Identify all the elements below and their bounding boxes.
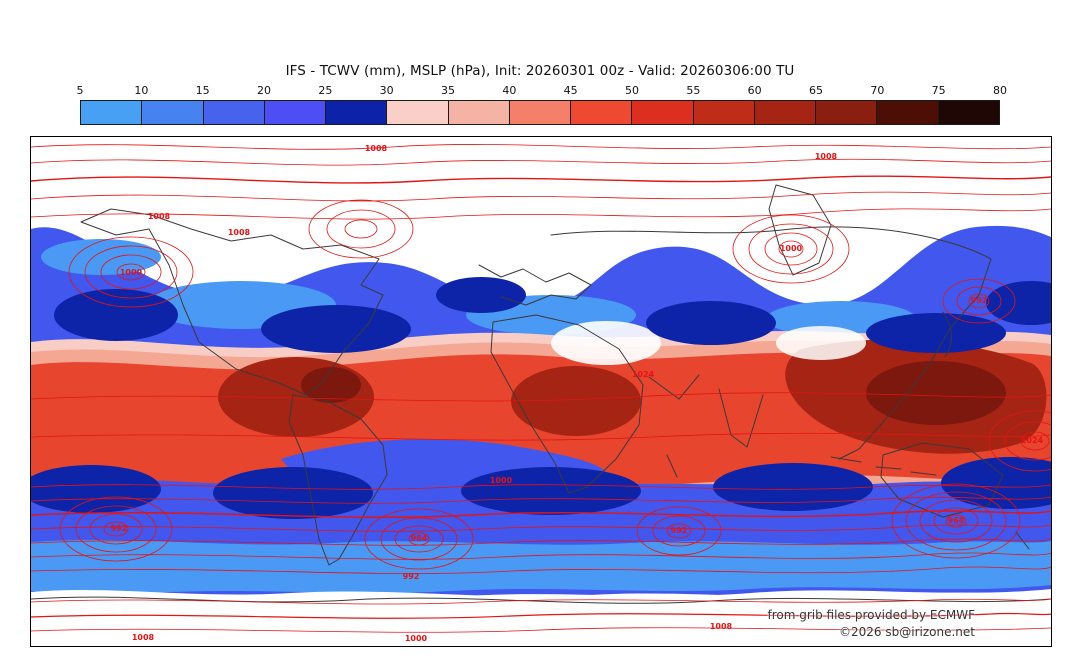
colorbar-segment [264, 101, 327, 124]
dark-red-core [511, 366, 641, 436]
isobar-label: 1000 [780, 244, 803, 253]
isobar-label: 984 [411, 534, 428, 543]
antarctic-white [31, 589, 1051, 646]
colorbar-tick-label: 45 [563, 84, 578, 97]
low-center-north-atlantic [732, 214, 850, 284]
credit-source: from grib files provided by ECMWF [767, 608, 975, 622]
colorbar-tick-label: 55 [686, 84, 701, 97]
low-center-northwest-pacific [942, 278, 1016, 324]
colorbar-ticks: 5 10 15 20 25 30 35 40 45 50 55 60 65 70 75 80 [76, 84, 1008, 98]
colorbar-tick-label: 80 [993, 84, 1007, 97]
isobar-label: 1024 [1021, 436, 1044, 445]
colorbar-segment [326, 101, 388, 124]
isobar-label: 1000 [490, 476, 513, 485]
colorbar-tick-label: 75 [931, 84, 946, 97]
colorbar-tick-label: 5 [76, 84, 84, 97]
colorbar-segment [816, 101, 878, 124]
isobar-label: 1008 [132, 633, 155, 642]
colorbar-segment [203, 101, 265, 124]
colorbar-segment [938, 101, 999, 124]
coastlines-layer [31, 184, 1051, 604]
colorbar-segment [387, 101, 449, 124]
darkest-red-core [866, 361, 1006, 425]
dry-patch [551, 321, 661, 365]
colorbar-tick-label: 35 [441, 84, 455, 97]
low-center-south-atlantic [364, 508, 474, 570]
colorbar-segment [754, 101, 817, 124]
colorbar-tick-label: 70 [870, 84, 885, 97]
coast-australia [880, 442, 1004, 518]
isobar-label: 968 [948, 516, 965, 525]
isobar-label: 1024 [632, 370, 655, 379]
tcwv-fill-layer [31, 225, 1051, 646]
isobar-label: 992 [403, 572, 420, 581]
colorbar-tick-label: 65 [809, 84, 823, 97]
colorbar [80, 100, 1000, 125]
colorbar-tick-label: 40 [502, 84, 517, 97]
coast-north-america [80, 208, 384, 396]
chart-title: IFS - TCWV (mm), MSLP (hPa), Init: 20260… [285, 63, 795, 79]
isobar-label: 992 [971, 296, 988, 305]
isobars-layer [31, 144, 1051, 633]
low-center-north-pacific [68, 236, 194, 308]
coast-indonesia [830, 456, 937, 476]
isobar-label: 992 [111, 524, 128, 533]
low-center-south-indian [636, 506, 722, 556]
isobar-label: 1008 [710, 622, 733, 631]
colorbar-tick-label: 60 [747, 84, 762, 97]
isobar-label: 1008 [148, 212, 171, 221]
isobar-label: 1000 [120, 268, 143, 277]
colorbar-segment [632, 101, 694, 124]
south-light-blue-strip [31, 539, 1051, 595]
isobar-label: 992 [671, 526, 688, 535]
high-center-tasman [988, 410, 1051, 472]
isobar-label: 1000 [405, 634, 428, 643]
dry-patch [776, 326, 866, 360]
isobar-label: 1008 [815, 152, 838, 161]
coast-africa [490, 314, 644, 494]
light-blue-patch [41, 239, 161, 275]
colorbar-segment [509, 101, 572, 124]
colorbar-tick-label: 30 [379, 84, 394, 97]
coast-madagascar [666, 454, 678, 478]
colorbar-segment [571, 101, 633, 124]
low-center-south-pacific [59, 496, 173, 562]
coast-india [718, 388, 764, 448]
isobar-label: 1008 [228, 228, 251, 237]
map-frame: 1008 1008 1000 1008 1000 992 1008 1024 1000 992 98… [30, 136, 1052, 647]
deep-blue-north [54, 277, 1051, 353]
colorbar-tick-label: 25 [318, 84, 333, 97]
high-center-canada [308, 199, 414, 259]
darkest-red-core [301, 367, 361, 403]
map-svg: 1008 1008 1000 1008 1000 992 1008 1024 1000 992 98… [31, 137, 1051, 646]
colorbar-tick-label: 10 [134, 84, 149, 97]
coast-arabia [648, 374, 700, 400]
credit-copyright: ©2026 sb@irizone.net [839, 625, 975, 639]
colorbar-segment [693, 101, 755, 124]
coast-antarctica [31, 596, 1051, 604]
colorbar-tick-label: 50 [625, 84, 639, 97]
deep-low-center-south-of-nz [891, 483, 1021, 559]
colorbar-segment [448, 101, 510, 124]
colorbar-tick-label: 15 [195, 84, 210, 97]
colorbar-tick-label: 20 [257, 84, 271, 97]
coast-japan [942, 311, 952, 358]
colorbar-segment [142, 101, 204, 124]
coast-asia [550, 226, 992, 460]
colorbar-segment [81, 101, 143, 124]
coast-europe [478, 264, 592, 306]
isobar-label: 1008 [365, 144, 388, 153]
colorbar-segment [877, 101, 939, 124]
coast-south-america [288, 394, 388, 566]
